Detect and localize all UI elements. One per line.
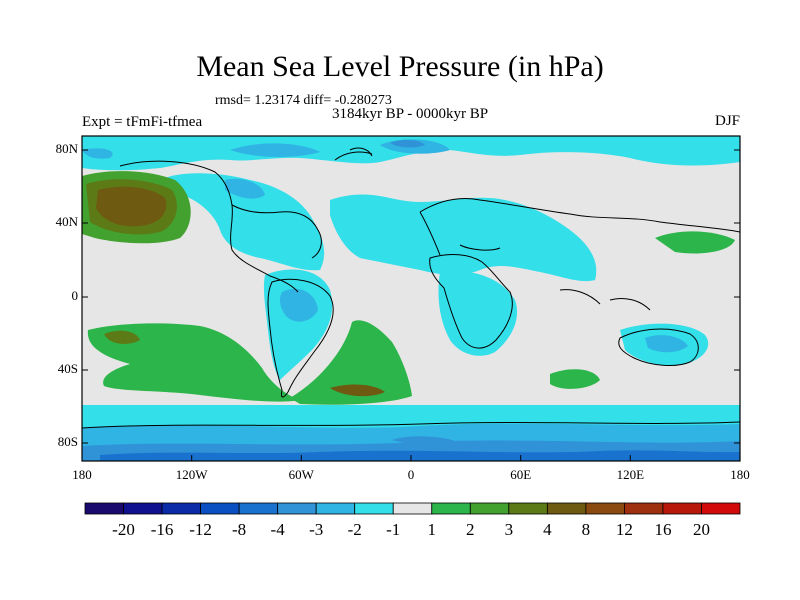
africa-coast [429, 254, 513, 349]
north-pacific-high-peak [96, 186, 167, 227]
colorbar-swatch [123, 502, 163, 515]
colorbar-swatch [469, 502, 510, 515]
colorbar-label: -1 [386, 520, 401, 539]
colorbar [84, 502, 741, 515]
south-atlantic-high [290, 320, 412, 405]
y-tick-label: 0 [71, 288, 79, 303]
greenland-coast [334, 147, 373, 161]
y-tick-label: 80N [55, 141, 78, 156]
arctic-low-3 [390, 139, 425, 148]
colorbar-label: -3 [309, 520, 324, 539]
colorbar-label: -16 [150, 520, 174, 539]
asia-islands-coast [559, 289, 651, 311]
australia-low [645, 335, 688, 353]
north-america-low [225, 178, 265, 199]
south-atlantic-high-core [330, 384, 385, 397]
x-tick-label: 60W [288, 467, 314, 482]
australia-coast [618, 328, 699, 366]
north-america-coast [119, 160, 322, 293]
x-tick-label: 0 [407, 467, 415, 482]
arctic-low-1 [230, 143, 320, 157]
colorbar-swatch [624, 502, 664, 515]
period-label: 3184kyr BP - 0000kyr BP [331, 106, 489, 122]
colorbar-swatch [354, 502, 394, 515]
colorbar-label: 16 [654, 520, 672, 539]
colorbar-swatch [315, 502, 356, 515]
colorbar-swatch [701, 502, 741, 515]
stats-text: rmsd= 1.23174 diff= -0.280273 [215, 93, 392, 108]
colorbar-swatch [585, 502, 625, 515]
south-america-coast [267, 278, 334, 398]
colorbar-label: 1 [427, 520, 437, 539]
axis-ticks [81, 149, 741, 461]
pressure-field [82, 136, 740, 461]
south-pacific-high-core [104, 330, 140, 344]
eurasia-anomaly [330, 194, 597, 282]
south-america-low [279, 288, 318, 322]
colorbar-swatch [546, 502, 587, 515]
north-america-anomaly [160, 173, 325, 271]
x-tick-label: 180 [730, 467, 750, 482]
colorbar-swatch [238, 502, 279, 515]
antarctic-band-deepest [100, 450, 740, 461]
colorbar-swatch [84, 502, 124, 515]
eurasia-coast [419, 198, 740, 256]
colorbar-label: -20 [112, 520, 135, 539]
colorbar-swatch [200, 502, 240, 515]
y-tick-label: 40S [57, 361, 78, 376]
colorbar-swatch [161, 502, 201, 515]
colorbar-swatch [277, 502, 317, 515]
antarctic-low-patch [392, 436, 455, 445]
y-tick-label: 80S [57, 434, 78, 449]
colorbar-label: 3 [504, 520, 514, 539]
colorbar-label: -4 [270, 520, 285, 539]
colorbar-label: -8 [232, 520, 247, 539]
africa-anomaly [438, 271, 518, 356]
west-pacific-high [655, 231, 735, 254]
colorbar-swatch [508, 502, 548, 515]
colorbar-label: 20 [692, 520, 710, 539]
antarctica-coast [82, 421, 740, 429]
x-tick-label: 120W [175, 467, 208, 482]
y-tick-label: 40N [55, 214, 78, 229]
x-tick-label: 60E [510, 467, 532, 482]
colorbar-label: -2 [347, 520, 362, 539]
indian-ocean-high [550, 369, 600, 389]
colorbar-label: 4 [543, 520, 552, 539]
south-pacific-high [87, 323, 300, 402]
colorbar-label: 2 [466, 520, 475, 539]
colorbar-label: -12 [189, 520, 212, 539]
colorbar-swatch [431, 502, 471, 515]
map-title: Mean Sea Level Pressure (in hPa) [196, 50, 604, 83]
x-tick-label: 180 [72, 467, 92, 482]
coastlines [82, 147, 740, 429]
experiment-label: Expt = tFmFi-tfmea [82, 114, 203, 130]
colorbar-label: 12 [615, 520, 633, 539]
x-tick-label: 120E [616, 467, 645, 482]
colorbar-swatch [392, 502, 433, 515]
colorbar-label: 8 [581, 520, 591, 539]
season-label: DJF [714, 113, 740, 129]
colorbar-swatch [662, 502, 702, 515]
arctic-low-4 [82, 148, 113, 159]
